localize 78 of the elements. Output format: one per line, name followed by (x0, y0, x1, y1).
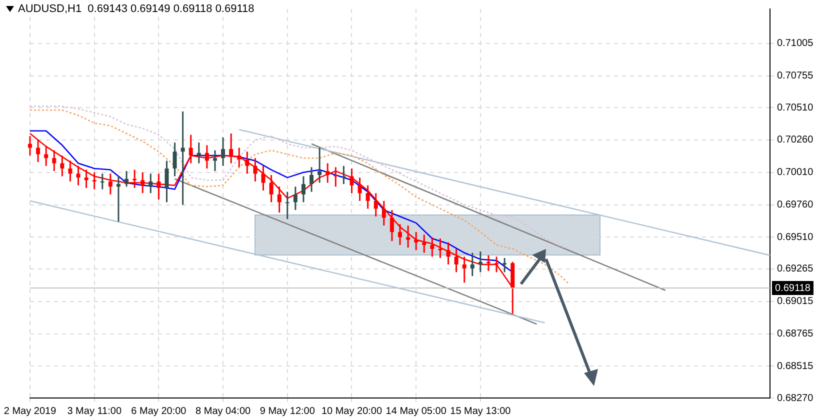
candlestick (446, 242, 450, 266)
candlestick (124, 170, 129, 188)
candlestick (100, 172, 104, 190)
candlestick (502, 257, 507, 273)
candlestick (301, 176, 306, 203)
candlestick (52, 150, 56, 172)
x-tick-label: 10 May 20:00 (321, 406, 382, 417)
candlestick (156, 172, 161, 200)
candlestick (140, 172, 145, 194)
candlestick (277, 186, 282, 214)
candlestick (261, 165, 266, 192)
y-tick-label: 0.68270 (777, 392, 814, 404)
candlestick (310, 166, 314, 193)
x-tick-label: 15 May 13:00 (450, 406, 512, 417)
candlestick (44, 146, 48, 167)
candlestick (414, 231, 418, 251)
ref-line-label: 0.69118 (775, 282, 811, 294)
candlestick (68, 160, 72, 182)
y-tick-label: 0.69265 (777, 264, 814, 275)
candlestick (293, 186, 298, 211)
x-tick-label: 2 May 2019 (4, 406, 57, 417)
candlestick (398, 223, 402, 246)
candlestick (350, 168, 354, 194)
candlestick (196, 142, 201, 164)
candlestick (269, 174, 274, 203)
line-series (29, 106, 570, 250)
candlestick (406, 224, 410, 248)
candlestick (285, 191, 290, 220)
y-tick-label: 0.70510 (777, 102, 814, 114)
candlestick (172, 142, 177, 178)
x-tick-label: 14 May 05:00 (386, 406, 447, 417)
candlestick (454, 248, 458, 273)
x-tick-label: 9 May 12:00 (260, 406, 316, 417)
candlestick (204, 144, 209, 170)
candlestick (342, 165, 346, 185)
candlestick (116, 176, 120, 222)
candlestick (108, 172, 112, 196)
candlestick (366, 184, 370, 210)
x-tick-label: 3 May 11:00 (67, 406, 122, 417)
y-tick-label: 0.70755 (777, 70, 814, 82)
candlestick (470, 252, 474, 277)
candlestick (253, 157, 258, 182)
y-tick-label: 0.69760 (777, 200, 814, 211)
line-series (29, 109, 570, 285)
candlestick (213, 150, 217, 172)
candlestick (76, 165, 80, 186)
candlestick (494, 256, 499, 273)
y-tick-label: 0.70260 (777, 134, 814, 146)
candlestick (148, 172, 153, 194)
y-tick-label: 0.69015 (777, 296, 814, 308)
candlestick (430, 236, 434, 258)
candlestick (237, 146, 242, 168)
candlestick (422, 234, 426, 254)
candlestick (36, 139, 40, 163)
chart-title: AUDUSD,H1 0.69143 0.69149 0.69118 0.69118 (18, 3, 254, 15)
candlestick (92, 172, 96, 190)
candlestick (374, 192, 378, 218)
candlestick (390, 209, 394, 242)
x-tick-label: 6 May 20:00 (131, 406, 187, 417)
candlestick (478, 250, 482, 273)
candlestick (221, 136, 226, 167)
candlestick (318, 146, 322, 184)
candlestick (326, 162, 330, 184)
candlestick (382, 200, 386, 226)
candlestick (60, 154, 64, 178)
candlestick (245, 150, 250, 174)
y-tick-label: 0.68515 (777, 360, 814, 372)
y-tick-label: 0.71005 (777, 38, 814, 50)
candlestick (334, 166, 338, 188)
candlestick (164, 160, 169, 203)
x-tick-label: 8 May 04:00 (196, 406, 251, 417)
y-tick-label: 0.68765 (777, 328, 814, 340)
y-tick-label: 0.69510 (777, 232, 814, 243)
candlestick (358, 176, 362, 202)
y-tick-label: 0.70010 (777, 167, 814, 178)
candlestick (180, 110, 185, 206)
candlestick (84, 169, 88, 189)
candlestick (462, 256, 466, 284)
